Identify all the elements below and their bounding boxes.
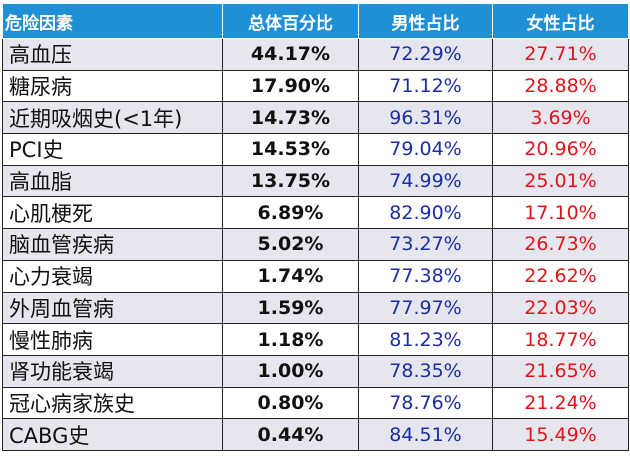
- overall-percent-cell: 1.00%: [222, 354, 359, 388]
- male-share-cell: 73.27%: [358, 228, 493, 261]
- header-risk-factor: 危险因素: [2, 3, 223, 39]
- risk-factor-cell: 脑血管疾病: [2, 228, 223, 261]
- table-row: 近期吸烟史(<1年) 14.73% 96.31% 3.69%: [2, 101, 629, 135]
- table-row: 外周血管病 1.59% 77.97% 22.03%: [2, 291, 629, 325]
- male-share-cell: 78.76%: [358, 386, 493, 420]
- risk-factor-cell: 冠心病家族史: [2, 386, 223, 420]
- male-share-cell: 77.38%: [358, 259, 493, 293]
- female-share-cell: 22.62%: [492, 259, 629, 293]
- table-row: 糖尿病 17.90% 71.12% 28.88%: [2, 69, 629, 103]
- male-share-cell: 96.31%: [358, 101, 493, 135]
- overall-percent-cell: 5.02%: [222, 228, 359, 261]
- table-body: 高血压 44.17% 72.29% 27.71% 糖尿病 17.90% 71.12% 28.8…: [2, 38, 629, 451]
- table-row: 心力衰竭 1.74% 77.38% 22.62%: [2, 259, 629, 293]
- table-row: 肾功能衰竭 1.00% 78.35% 21.65%: [2, 354, 629, 388]
- female-share-cell: 3.69%: [492, 101, 629, 135]
- header-row: 危险因素 总体百分比 男性占比 女性占比: [2, 3, 629, 39]
- risk-factor-cell: 高血脂: [2, 164, 223, 198]
- table-row: PCI史 14.53% 79.04% 20.96%: [2, 133, 629, 166]
- risk-factor-cell: 心力衰竭: [2, 259, 223, 293]
- table-row: 脑血管疾病 5.02% 73.27% 26.73%: [2, 228, 629, 261]
- table-row: 高血压 44.17% 72.29% 27.71%: [2, 38, 629, 71]
- risk-factor-cell: CABG史: [2, 418, 223, 451]
- risk-factor-cell: 外周血管病: [2, 291, 223, 325]
- overall-percent-cell: 17.90%: [222, 69, 359, 103]
- risk-factor-table-container: 危险因素 总体百分比 男性占比 女性占比 高血压 44.17% 72.29% 27.7…: [2, 3, 629, 451]
- risk-factor-cell: 高血压: [2, 38, 223, 71]
- female-share-cell: 20.96%: [492, 133, 629, 166]
- overall-percent-cell: 1.74%: [222, 259, 359, 293]
- table-row: 高血脂 13.75% 74.99% 25.01%: [2, 164, 629, 198]
- overall-percent-cell: 1.59%: [222, 291, 359, 325]
- overall-percent-cell: 6.89%: [222, 196, 359, 230]
- overall-percent-cell: 0.44%: [222, 418, 359, 451]
- male-share-cell: 81.23%: [358, 323, 493, 356]
- overall-percent-cell: 14.73%: [222, 101, 359, 135]
- male-share-cell: 82.90%: [358, 196, 493, 230]
- risk-factor-cell: 近期吸烟史(<1年): [2, 101, 223, 135]
- risk-factor-cell: 慢性肺病: [2, 323, 223, 356]
- header-overall-percent: 总体百分比: [222, 3, 359, 39]
- table-row: 心肌梗死 6.89% 82.90% 17.10%: [2, 196, 629, 230]
- overall-percent-cell: 0.80%: [222, 386, 359, 420]
- female-share-cell: 28.88%: [492, 69, 629, 103]
- header-male-share: 男性占比: [358, 3, 493, 39]
- male-share-cell: 72.29%: [358, 38, 493, 71]
- female-share-cell: 26.73%: [492, 228, 629, 261]
- female-share-cell: 21.24%: [492, 386, 629, 420]
- risk-factor-cell: 糖尿病: [2, 69, 223, 103]
- female-share-cell: 25.01%: [492, 164, 629, 198]
- male-share-cell: 78.35%: [358, 354, 493, 388]
- female-share-cell: 22.03%: [492, 291, 629, 325]
- risk-factor-table: 危险因素 总体百分比 男性占比 女性占比 高血压 44.17% 72.29% 27.7…: [2, 3, 629, 451]
- female-share-cell: 15.49%: [492, 418, 629, 451]
- male-share-cell: 74.99%: [358, 164, 493, 198]
- female-share-cell: 18.77%: [492, 323, 629, 356]
- male-share-cell: 84.51%: [358, 418, 493, 451]
- male-share-cell: 71.12%: [358, 69, 493, 103]
- risk-factor-cell: 心肌梗死: [2, 196, 223, 230]
- male-share-cell: 79.04%: [358, 133, 493, 166]
- table-row: 冠心病家族史 0.80% 78.76% 21.24%: [2, 386, 629, 420]
- table-row: CABG史 0.44% 84.51% 15.49%: [2, 418, 629, 451]
- overall-percent-cell: 1.18%: [222, 323, 359, 356]
- male-share-cell: 77.97%: [358, 291, 493, 325]
- overall-percent-cell: 14.53%: [222, 133, 359, 166]
- overall-percent-cell: 13.75%: [222, 164, 359, 198]
- overall-percent-cell: 44.17%: [222, 38, 359, 71]
- header-female-share: 女性占比: [492, 3, 629, 39]
- female-share-cell: 21.65%: [492, 354, 629, 388]
- female-share-cell: 27.71%: [492, 38, 629, 71]
- risk-factor-cell: PCI史: [2, 133, 223, 166]
- female-share-cell: 17.10%: [492, 196, 629, 230]
- risk-factor-cell: 肾功能衰竭: [2, 354, 223, 388]
- table-row: 慢性肺病 1.18% 81.23% 18.77%: [2, 323, 629, 356]
